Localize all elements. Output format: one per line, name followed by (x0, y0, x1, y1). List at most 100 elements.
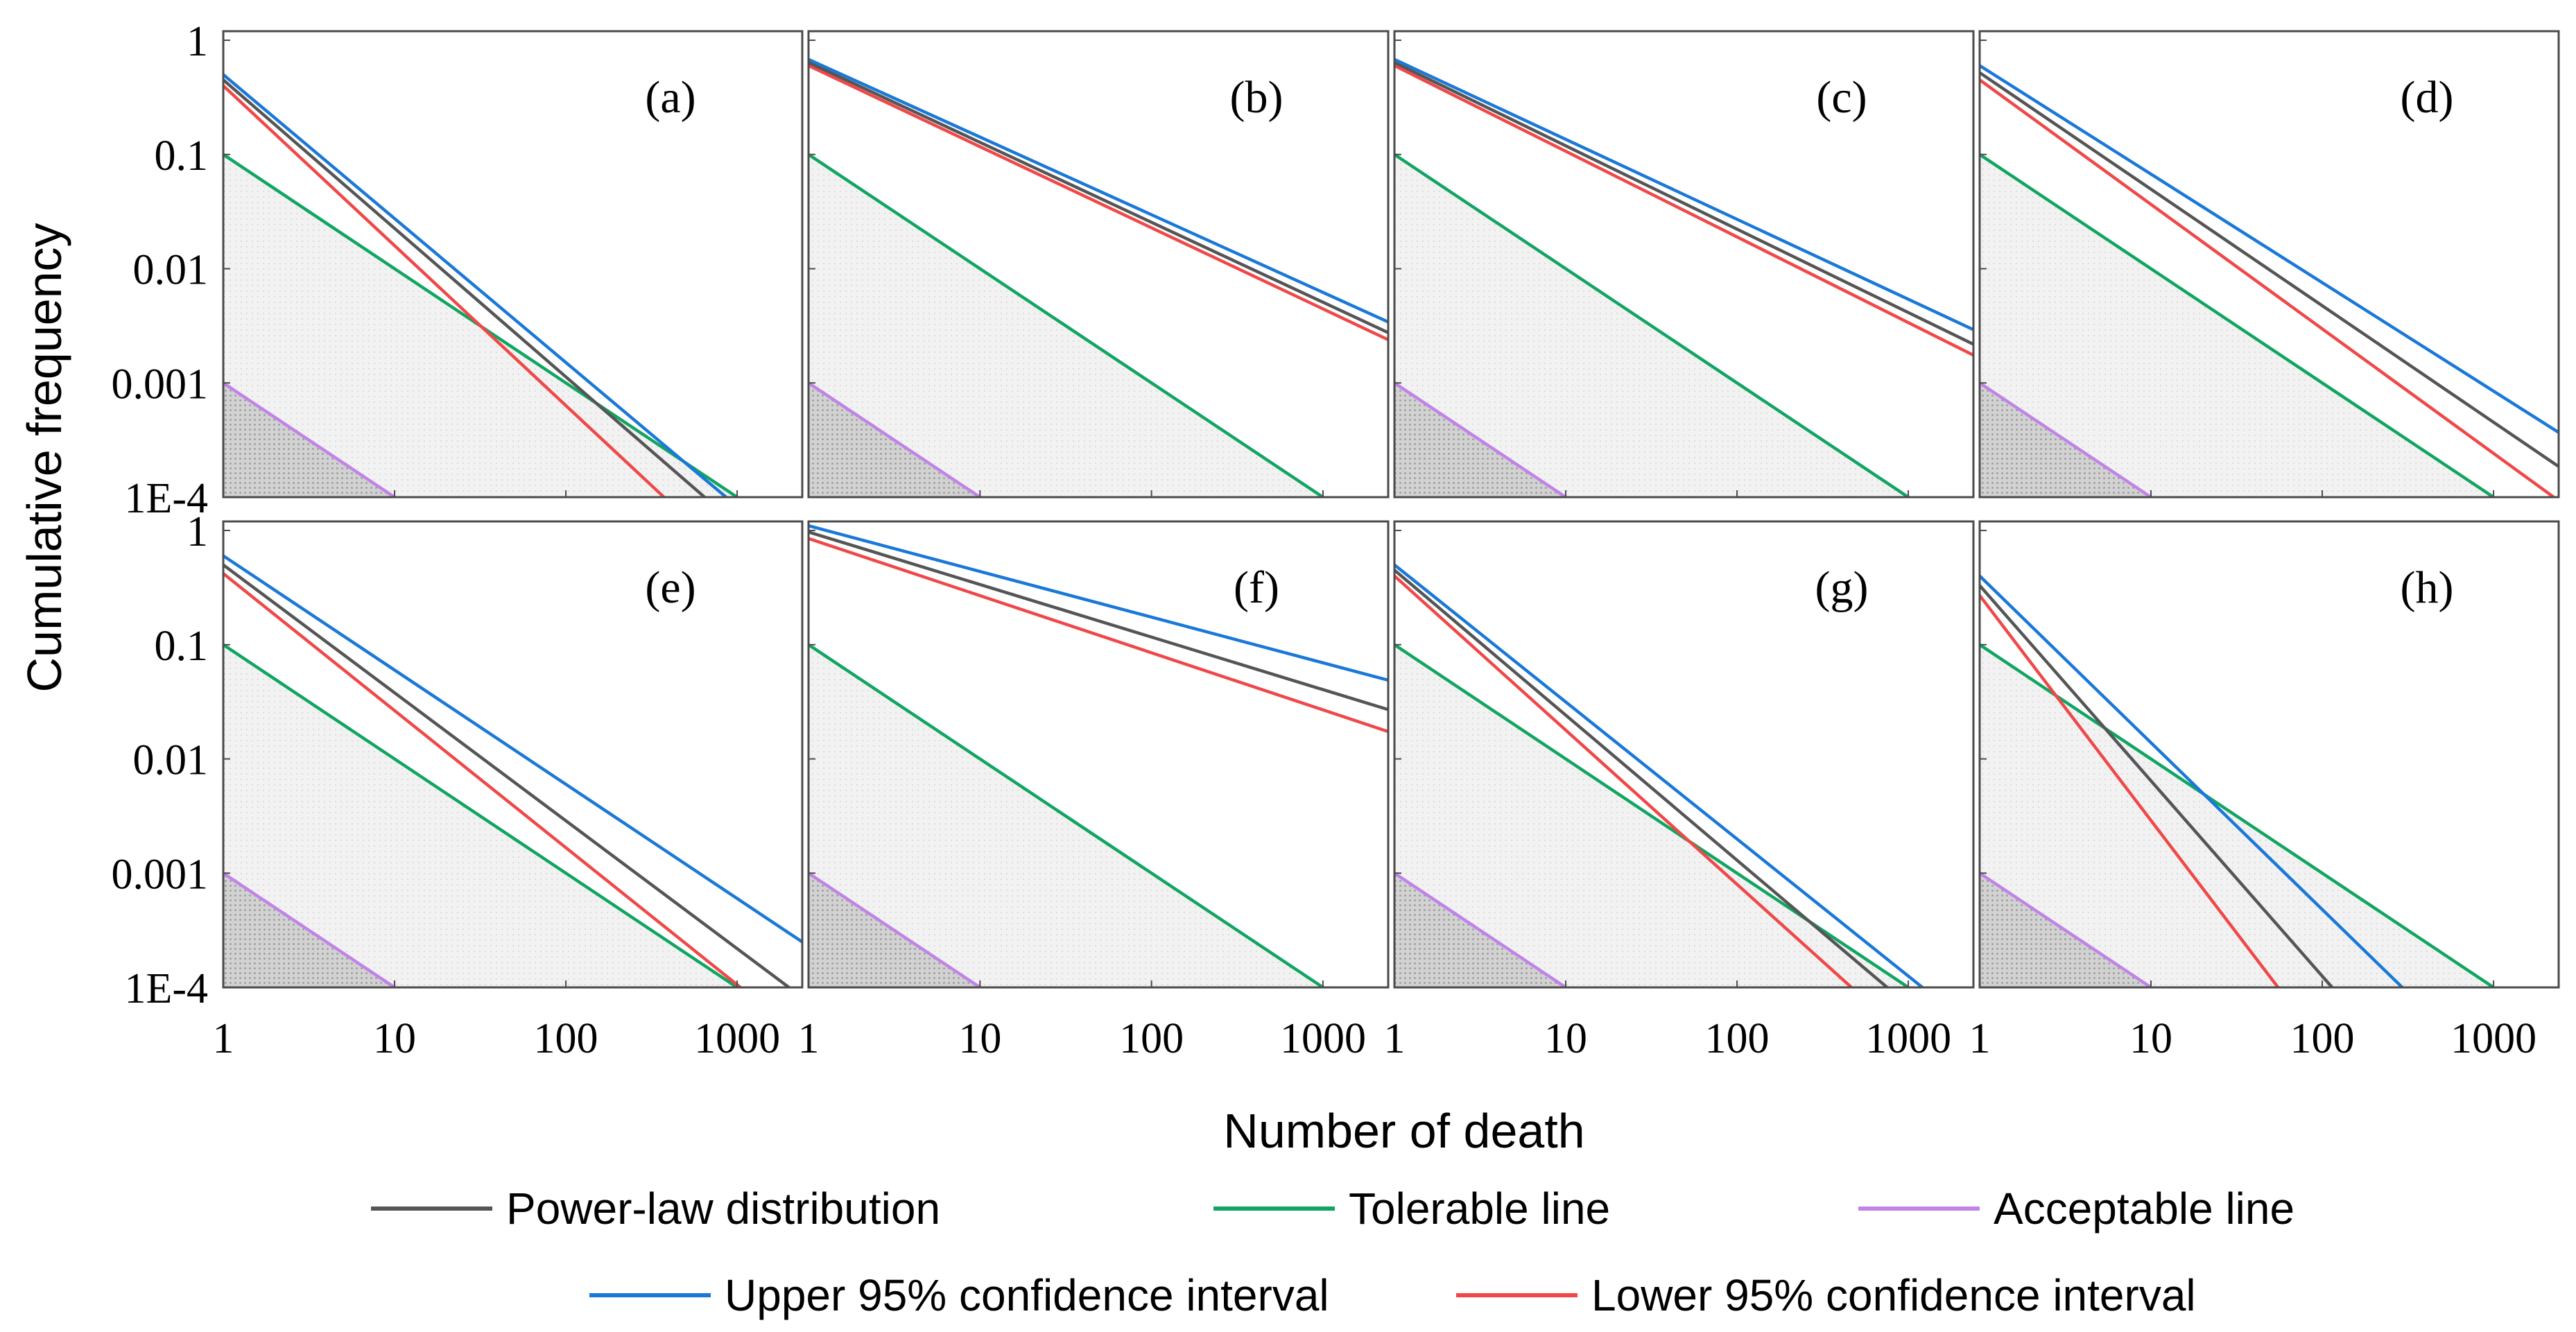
panel-label-d: (d) (2401, 72, 2454, 123)
power-line-d (1980, 71, 2559, 468)
x-tick-label: 10 (958, 1015, 1001, 1062)
panels-layer: (a) (b) (c) (d) (e) (f) (g) (h) (222, 30, 2560, 989)
x-tick-label: 100 (534, 1015, 598, 1062)
legend-item-upper: Upper 95% confidence interval (589, 1270, 1329, 1320)
y-axis-title: Cumulative frequency (17, 223, 71, 693)
lower-line-f (809, 537, 1388, 734)
panel-h: (h) (1978, 520, 2560, 989)
legend-label: Upper 95% confidence interval (725, 1270, 1329, 1320)
panel-b: (b) (807, 30, 1390, 499)
y-tick-label: 0.1 (155, 623, 209, 670)
panel-g: (g) (1393, 520, 1975, 989)
tolerable-line-h (1980, 643, 2495, 987)
panel-label-g: (g) (1815, 562, 1869, 613)
upper-line-c (1394, 58, 1973, 331)
upper-line-h (1980, 574, 2404, 987)
y-tick-label: 0.001 (112, 361, 209, 408)
panel-frame (1978, 520, 2560, 989)
x-tick-label: 1000 (2450, 1015, 2536, 1062)
legend-label: Power-law distribution (506, 1184, 940, 1234)
y-tick-label: 1E-4 (124, 965, 208, 1012)
panel-frame (807, 30, 1390, 499)
x-tick-label: 10 (373, 1015, 416, 1062)
lower-line-b (809, 64, 1388, 341)
panel-label-b: (b) (1230, 72, 1283, 123)
tolerable-line-g (1394, 643, 1910, 987)
legend: Power-law distribution Tolerable line Acce… (371, 1184, 2294, 1320)
power-line-a (223, 78, 706, 497)
upper-line-b (809, 58, 1388, 324)
legend-item-power: Power-law distribution (371, 1184, 940, 1234)
panel-frame (807, 520, 1390, 989)
tolerable-line-c (1394, 153, 1910, 497)
legend-label: Tolerable line (1349, 1184, 1610, 1234)
power-line-h (1980, 584, 2333, 987)
panel-c: (c) (1393, 30, 1975, 499)
upper-line-a (223, 73, 727, 497)
x-tick-label: 1 (1969, 1015, 1991, 1062)
x-tick-label: 1 (1384, 1015, 1406, 1062)
upper-line-g (1394, 563, 1924, 987)
panel-label-a: (a) (645, 72, 695, 123)
y-tick-label: 1 (187, 508, 208, 555)
y-tick-label: 1E-4 (124, 475, 208, 522)
tolerable-line-f (809, 643, 1324, 987)
tolerable-line-e (223, 643, 738, 987)
panel-frame (222, 30, 804, 499)
tolerable-line-b (809, 153, 1324, 497)
lower-line-d (1980, 78, 2555, 497)
power-line-e (223, 563, 790, 987)
upper-line-e (223, 554, 802, 944)
x-tick-label: 1 (798, 1015, 820, 1062)
y-tick-label: 0.01 (133, 247, 209, 294)
acceptable-line-c (1394, 381, 1567, 497)
acceptable-line-b (809, 381, 981, 497)
x-tick-label: 1000 (694, 1015, 780, 1062)
x-axis-title: Number of death (1223, 1104, 1584, 1158)
acceptable-line-h (1980, 872, 2152, 987)
y-tick-label: 0.1 (155, 132, 209, 180)
legend-item-tolerable: Tolerable line (1213, 1184, 1610, 1234)
acceptable-line-f (809, 872, 981, 987)
lower-line-e (223, 572, 742, 987)
x-tick-label: 100 (1119, 1015, 1184, 1062)
panel-a: (a) (222, 30, 804, 499)
upper-line-d (1980, 64, 2559, 434)
panel-frame (1393, 30, 1975, 499)
panel-label-e: (e) (645, 562, 695, 613)
legend-label: Lower 95% confidence interval (1591, 1270, 2196, 1320)
panel-d: (d) (1978, 30, 2560, 499)
x-tick-label: 1 (213, 1015, 234, 1062)
panel-frame (222, 520, 804, 989)
acceptable-line-d (1980, 381, 2152, 497)
legend-item-lower: Lower 95% confidence interval (1456, 1270, 2196, 1320)
panel-e: (e) (222, 520, 804, 989)
panel-f: (f) (807, 520, 1390, 989)
lower-line-a (223, 84, 666, 497)
lower-line-c (1394, 64, 1973, 357)
y-tick-label: 0.01 (133, 737, 209, 784)
x-tick-label: 100 (2290, 1015, 2355, 1062)
upper-line-f (809, 524, 1388, 682)
y-tick-label: 0.001 (112, 851, 209, 898)
lower-line-h (1980, 594, 2280, 987)
x-tick-label: 1000 (1280, 1015, 1366, 1062)
power-line-b (809, 60, 1388, 334)
legend-item-acceptable: Acceptable line (1858, 1184, 2294, 1234)
panel-label-h: (h) (2401, 562, 2454, 613)
acceptable-line-e (223, 872, 396, 987)
acceptable-line-a (223, 381, 396, 497)
power-line-g (1394, 569, 1889, 987)
legend-label: Acceptable line (1994, 1184, 2294, 1234)
x-tick-label: 10 (1544, 1015, 1587, 1062)
y-tick-label: 1 (187, 18, 208, 65)
x-tick-label: 1000 (1865, 1015, 1951, 1062)
acceptable-line-g (1394, 872, 1567, 987)
panel-label-f: (f) (1234, 562, 1279, 613)
power-line-c (1394, 60, 1973, 346)
power-line-f (809, 530, 1388, 711)
tolerable-line-d (1980, 153, 2495, 497)
panel-label-c: (c) (1816, 72, 1867, 123)
